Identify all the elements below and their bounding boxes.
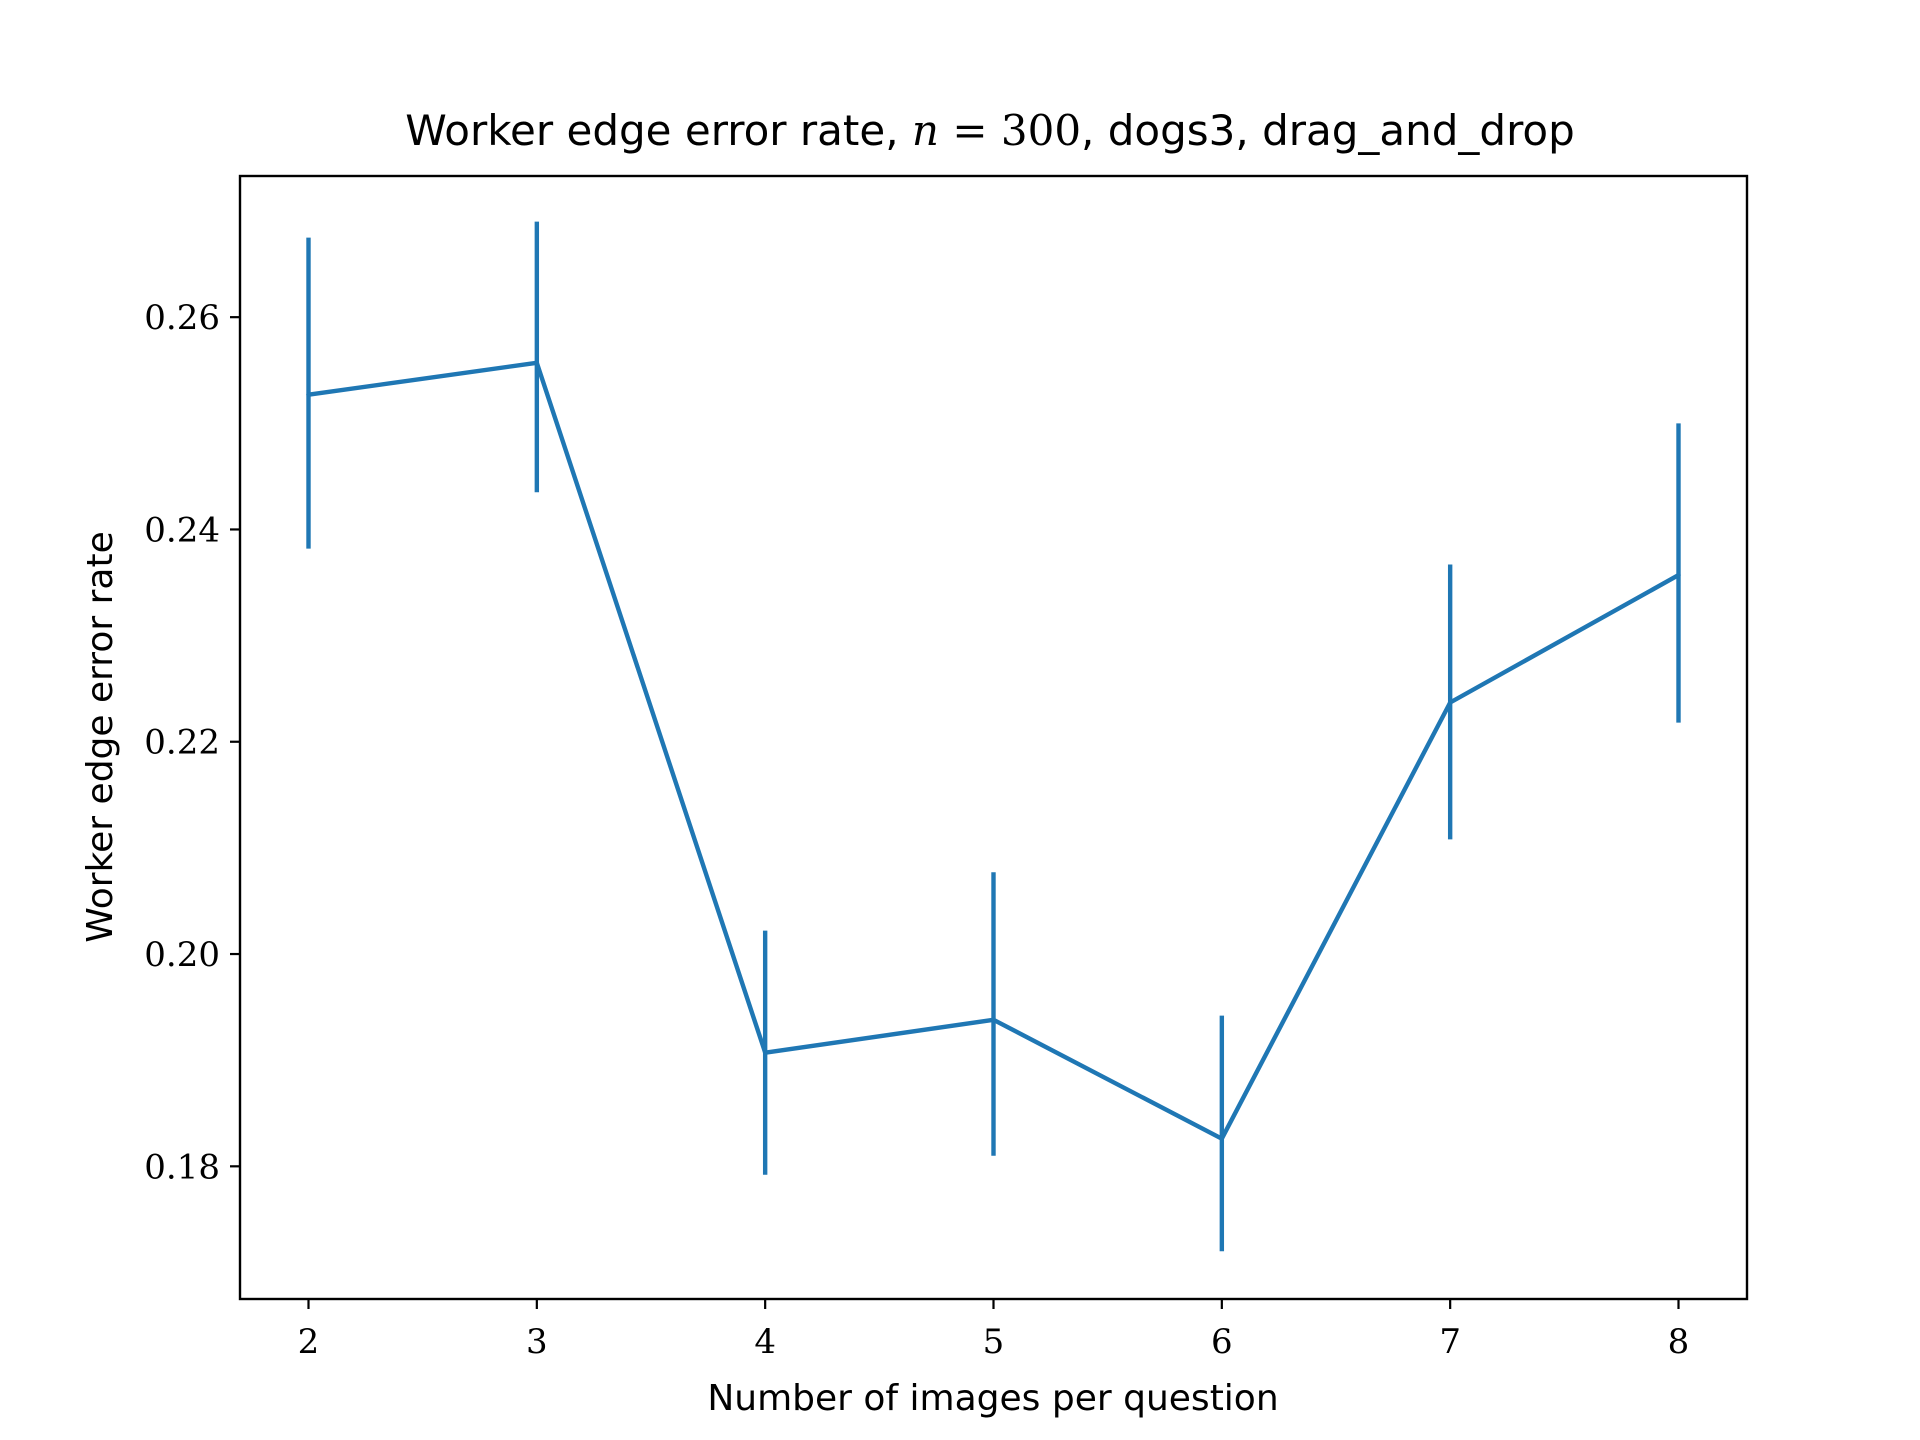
x-tick-label: 7 [1439,1322,1461,1362]
x-axis-ticks: 2 3 4 5 6 7 8 [298,1299,1690,1362]
data-point [306,392,311,397]
x-tick-label: 2 [298,1322,320,1362]
y-axis-ticks: 0.18 0.20 0.22 0.24 0.26 [144,298,240,1187]
y-tick-label: 0.18 [144,1147,220,1187]
data-point [991,1017,996,1023]
y-tick-label: 0.26 [144,298,220,338]
series-layer [306,221,1681,1252]
data-point [1447,700,1453,705]
y-tick-label: 0.24 [144,510,220,550]
chart-title: Worker edge error rate, n = 300, dogs3, … [405,106,1575,155]
x-tick-label: 6 [1211,1322,1233,1362]
y-axis-label: Worker edge error rate [80,531,121,942]
y-tick-label: 0.22 [144,723,220,763]
data-point [762,1050,768,1055]
data-point [534,360,540,366]
x-tick-label: 8 [1668,1322,1690,1362]
x-tick-label: 5 [983,1322,1005,1362]
x-axis-label: Number of images per question [707,1378,1278,1419]
x-tick-label: 3 [526,1322,548,1362]
y-tick-label: 0.20 [144,935,220,975]
x-tick-label: 4 [754,1322,776,1362]
data-point [1676,572,1681,578]
data-point [1219,1136,1225,1141]
